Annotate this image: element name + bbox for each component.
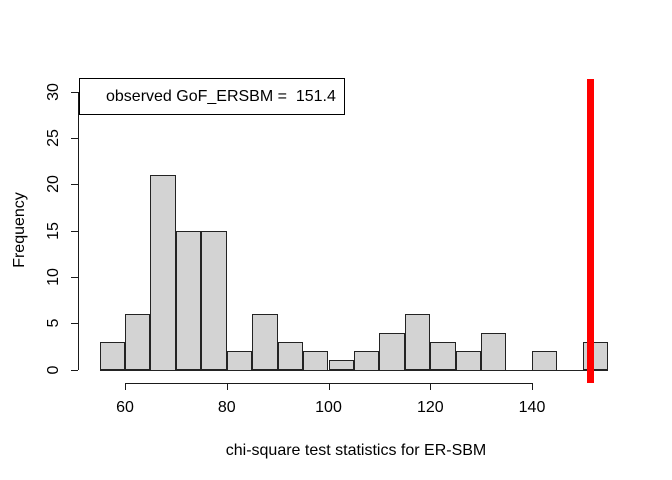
histogram-bar bbox=[277, 341, 303, 371]
histogram-bar bbox=[430, 341, 456, 371]
y-axis-title: Frequency bbox=[11, 192, 28, 268]
x-axis-title: chi-square test statistics for ER-SBM bbox=[225, 442, 487, 459]
x-axis-tick bbox=[226, 383, 228, 390]
histogram-bar bbox=[125, 313, 151, 371]
histogram-bar bbox=[532, 351, 558, 371]
histogram-bar bbox=[404, 313, 431, 371]
y-axis-tick bbox=[71, 369, 78, 371]
histogram-bar bbox=[252, 313, 278, 371]
histogram-bar bbox=[455, 351, 482, 371]
histogram-bar bbox=[226, 351, 253, 371]
histogram-bar bbox=[481, 332, 507, 371]
y-axis-tick bbox=[71, 138, 78, 139]
x-axis-tick bbox=[125, 383, 126, 390]
y-axis-tick bbox=[71, 230, 78, 232]
histogram-baseline bbox=[99, 369, 609, 371]
histogram-bar bbox=[303, 351, 329, 371]
x-tick-label: 120 bbox=[416, 399, 444, 416]
y-tick-label: 0 bbox=[45, 365, 62, 374]
x-axis-tick bbox=[328, 383, 330, 390]
y-axis-tick bbox=[71, 323, 78, 325]
histogram-bar bbox=[150, 175, 176, 371]
x-tick-label: 140 bbox=[518, 399, 546, 416]
histogram-bar bbox=[353, 351, 380, 371]
y-tick-label: 25 bbox=[45, 129, 62, 147]
y-tick-label: 30 bbox=[45, 82, 62, 101]
x-axis-tick bbox=[532, 383, 533, 390]
x-tick-label: 80 bbox=[217, 399, 236, 416]
y-axis-tick bbox=[71, 184, 78, 186]
y-tick-label: 15 bbox=[45, 221, 62, 240]
histogram-bar bbox=[99, 341, 125, 371]
histogram-bar bbox=[201, 230, 227, 371]
histogram-bar bbox=[379, 332, 405, 371]
y-tick-label: 5 bbox=[45, 318, 62, 328]
x-axis-tick bbox=[430, 383, 432, 390]
y-tick-label: 10 bbox=[45, 267, 62, 286]
x-tick-label: 100 bbox=[315, 399, 342, 416]
y-tick-label: 20 bbox=[45, 175, 62, 194]
legend-text: observed GoF_ERSBM = 151.4 bbox=[106, 87, 336, 105]
y-axis-tick bbox=[71, 91, 78, 93]
x-tick-label: 60 bbox=[116, 399, 134, 416]
y-axis-line bbox=[78, 91, 79, 371]
observed-value-line bbox=[586, 78, 594, 383]
y-axis-tick bbox=[71, 276, 78, 278]
legend-box: observed GoF_ERSBM = 151.4 bbox=[79, 78, 345, 115]
histogram-bar bbox=[175, 230, 202, 371]
